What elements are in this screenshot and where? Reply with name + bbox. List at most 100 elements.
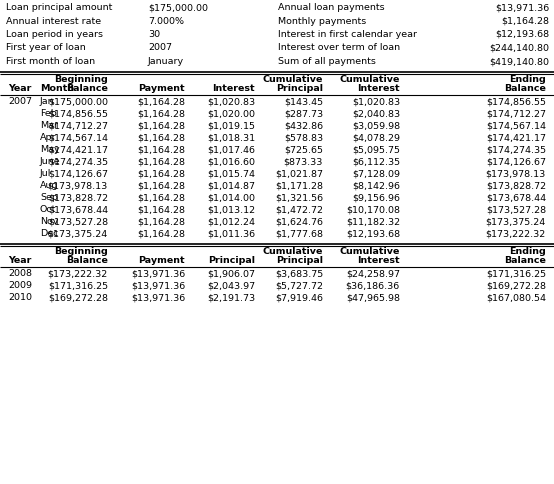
Text: $1,017.46: $1,017.46: [207, 146, 255, 154]
Text: Aug: Aug: [40, 182, 59, 191]
Text: $1,164.28: $1,164.28: [137, 97, 185, 106]
Text: Principal: Principal: [276, 84, 323, 93]
Text: Principal: Principal: [208, 256, 255, 265]
Text: Sum of all payments: Sum of all payments: [278, 57, 376, 66]
Text: Oct: Oct: [40, 206, 57, 214]
Text: Payment: Payment: [138, 256, 185, 265]
Text: $174,126.67: $174,126.67: [486, 157, 546, 166]
Text: $6,112.35: $6,112.35: [352, 157, 400, 166]
Text: $173,828.72: $173,828.72: [486, 182, 546, 191]
Text: $1,164.28: $1,164.28: [501, 16, 549, 26]
Text: $1,018.31: $1,018.31: [207, 134, 255, 142]
Text: Loan period in years: Loan period in years: [6, 30, 103, 39]
Text: $167,080.54: $167,080.54: [486, 293, 546, 302]
Text: $171,316.25: $171,316.25: [48, 282, 108, 290]
Text: $1,164.28: $1,164.28: [137, 229, 185, 239]
Text: $7,128.09: $7,128.09: [352, 169, 400, 179]
Text: $174,567.14: $174,567.14: [48, 134, 108, 142]
Text: $1,164.28: $1,164.28: [137, 206, 185, 214]
Text: Principal: Principal: [276, 256, 323, 265]
Text: $1,021.87: $1,021.87: [275, 169, 323, 179]
Text: $173,527.28: $173,527.28: [486, 206, 546, 214]
Text: $5,095.75: $5,095.75: [352, 146, 400, 154]
Text: Nov: Nov: [40, 217, 58, 227]
Text: Cumulative: Cumulative: [340, 75, 400, 84]
Text: $173,828.72: $173,828.72: [48, 194, 108, 202]
Text: $10,170.08: $10,170.08: [346, 206, 400, 214]
Text: $419,140.80: $419,140.80: [489, 57, 549, 66]
Text: 2008: 2008: [8, 270, 32, 278]
Text: $1,013.12: $1,013.12: [207, 206, 255, 214]
Text: $2,040.83: $2,040.83: [352, 109, 400, 119]
Text: Mar: Mar: [40, 121, 58, 131]
Text: $1,164.28: $1,164.28: [137, 194, 185, 202]
Text: $5,727.72: $5,727.72: [275, 282, 323, 290]
Text: $1,472.72: $1,472.72: [275, 206, 323, 214]
Text: Month: Month: [40, 84, 74, 93]
Text: $287.73: $287.73: [284, 109, 323, 119]
Text: Balance: Balance: [66, 256, 108, 265]
Text: January: January: [148, 57, 184, 66]
Text: Payment: Payment: [138, 84, 185, 93]
Text: $11,182.32: $11,182.32: [346, 217, 400, 227]
Text: Beginning: Beginning: [54, 75, 108, 84]
Text: $873.33: $873.33: [284, 157, 323, 166]
Text: $24,258.97: $24,258.97: [346, 270, 400, 278]
Text: $1,015.74: $1,015.74: [207, 169, 255, 179]
Text: $169,272.28: $169,272.28: [486, 282, 546, 290]
Text: Interest in first calendar year: Interest in first calendar year: [278, 30, 417, 39]
Text: Interest over term of loan: Interest over term of loan: [278, 44, 400, 52]
Text: $1,164.28: $1,164.28: [137, 217, 185, 227]
Text: 2010: 2010: [8, 293, 32, 302]
Text: Year: Year: [8, 84, 32, 93]
Text: $13,971.36: $13,971.36: [131, 270, 185, 278]
Text: $4,078.29: $4,078.29: [352, 134, 400, 142]
Text: Sep: Sep: [40, 194, 58, 202]
Text: $2,191.73: $2,191.73: [207, 293, 255, 302]
Text: $1,164.28: $1,164.28: [137, 182, 185, 191]
Text: $174,712.27: $174,712.27: [486, 109, 546, 119]
Text: $3,683.75: $3,683.75: [275, 270, 323, 278]
Text: $1,906.07: $1,906.07: [207, 270, 255, 278]
Text: May: May: [40, 146, 60, 154]
Text: $725.65: $725.65: [284, 146, 323, 154]
Text: 7.000%: 7.000%: [148, 16, 184, 26]
Text: Balance: Balance: [504, 84, 546, 93]
Text: $8,142.96: $8,142.96: [352, 182, 400, 191]
Text: $7,919.46: $7,919.46: [275, 293, 323, 302]
Text: $1,164.28: $1,164.28: [137, 134, 185, 142]
Text: $1,016.60: $1,016.60: [207, 157, 255, 166]
Text: $1,014.87: $1,014.87: [207, 182, 255, 191]
Text: 2007: 2007: [8, 97, 32, 106]
Text: $173,527.28: $173,527.28: [48, 217, 108, 227]
Text: $173,678.44: $173,678.44: [486, 194, 546, 202]
Text: June: June: [40, 157, 60, 166]
Text: Apr: Apr: [40, 134, 57, 142]
Text: $173,978.13: $173,978.13: [48, 182, 108, 191]
Text: $174,274.35: $174,274.35: [48, 157, 108, 166]
Text: $47,965.98: $47,965.98: [346, 293, 400, 302]
Text: Jan: Jan: [40, 97, 55, 106]
Text: $1,011.36: $1,011.36: [207, 229, 255, 239]
Text: $36,186.36: $36,186.36: [346, 282, 400, 290]
Text: $1,014.00: $1,014.00: [207, 194, 255, 202]
Text: $174,856.55: $174,856.55: [48, 109, 108, 119]
Text: $169,272.28: $169,272.28: [48, 293, 108, 302]
Text: $12,193.68: $12,193.68: [495, 30, 549, 39]
Text: Monthly payments: Monthly payments: [278, 16, 366, 26]
Text: Annual interest rate: Annual interest rate: [6, 16, 101, 26]
Text: Interest: Interest: [357, 256, 400, 265]
Text: $171,316.25: $171,316.25: [486, 270, 546, 278]
Text: $174,274.35: $174,274.35: [486, 146, 546, 154]
Text: $174,126.67: $174,126.67: [48, 169, 108, 179]
Text: $143.45: $143.45: [284, 97, 323, 106]
Text: $3,059.98: $3,059.98: [352, 121, 400, 131]
Text: First month of loan: First month of loan: [6, 57, 95, 66]
Text: $1,164.28: $1,164.28: [137, 121, 185, 131]
Text: $173,978.13: $173,978.13: [486, 169, 546, 179]
Text: $1,019.15: $1,019.15: [207, 121, 255, 131]
Text: $1,020.83: $1,020.83: [207, 97, 255, 106]
Text: $1,020.83: $1,020.83: [352, 97, 400, 106]
Text: Dec: Dec: [40, 229, 58, 239]
Text: $1,020.00: $1,020.00: [207, 109, 255, 119]
